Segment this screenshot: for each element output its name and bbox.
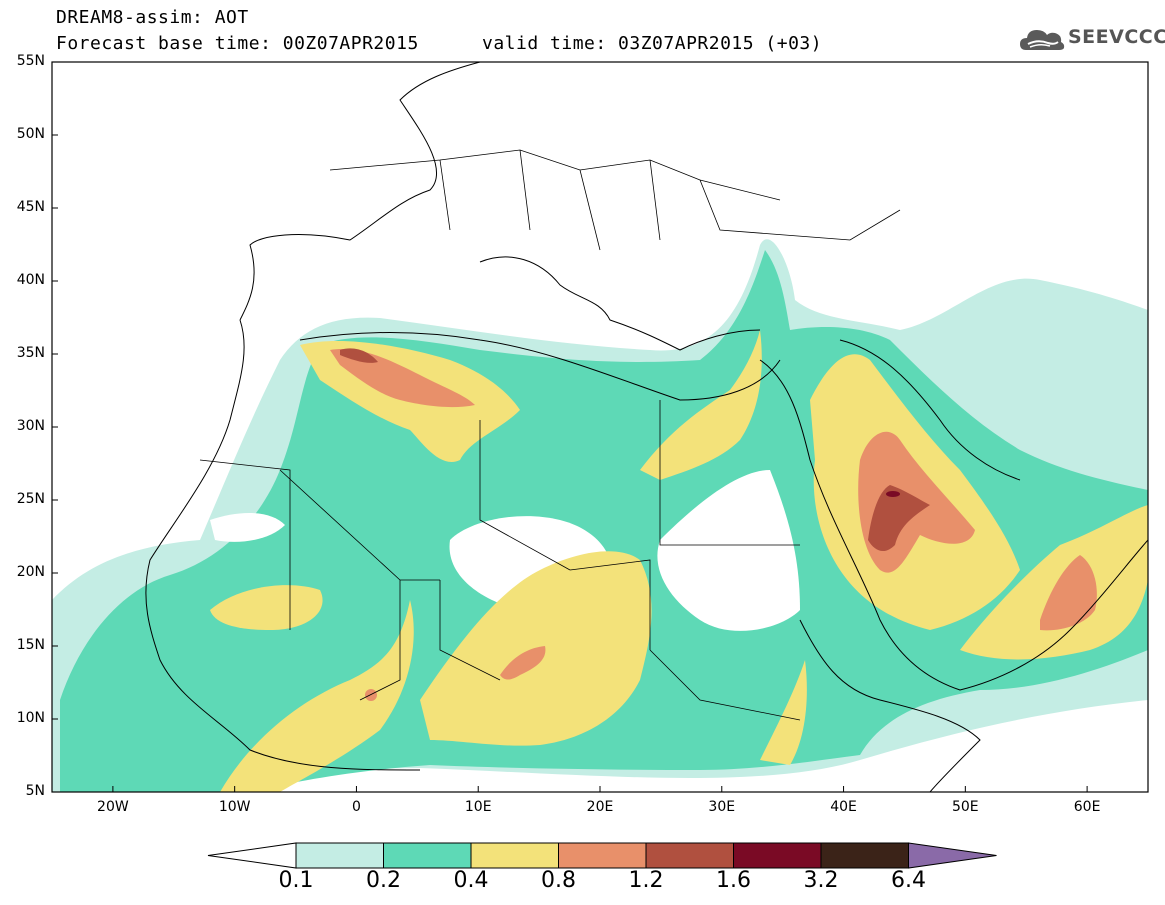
coast-horn <box>799 619 981 792</box>
lat-label: 35N <box>16 345 45 361</box>
lat-label: 55N <box>16 53 45 69</box>
title-line-1: DREAM8-assim: AOT <box>56 7 249 28</box>
lon-label: 30E <box>708 799 736 815</box>
lon-label: 0 <box>351 799 361 815</box>
aot-level-0.8e <box>365 689 377 701</box>
coastlines <box>145 62 1148 792</box>
aot-level-0.4d <box>220 600 414 792</box>
aot-level-1.2b <box>868 485 930 552</box>
cloud-icon <box>1020 30 1065 50</box>
title-line-3: valid time: 03Z07APR2015 (+03) <box>482 33 823 54</box>
coast-arabia <box>759 339 1148 691</box>
colorbar-label: 6.4 <box>891 868 926 893</box>
map-ticks <box>52 61 1088 793</box>
aot-hole-2 <box>657 470 800 631</box>
lon-label: 10W <box>218 799 251 815</box>
colorbar-label: 1.2 <box>628 868 664 893</box>
lat-label: 45N <box>16 199 45 215</box>
lat-label: 20N <box>16 564 45 580</box>
colorbar-label: 0.1 <box>278 868 314 893</box>
lon-label: 20W <box>97 799 129 815</box>
aot-level-0.8 <box>330 349 475 408</box>
lat-label: 5N <box>25 783 45 799</box>
lat-label: 50N <box>16 126 45 142</box>
colorbar-label: 0.8 <box>541 868 576 893</box>
lat-label: 10N <box>16 710 45 726</box>
lon-label: 50E <box>951 799 979 815</box>
lat-label: 15N <box>16 637 45 653</box>
lat-label: 25N <box>16 491 45 507</box>
aot-hole-3 <box>210 513 285 542</box>
aot-level-1.2 <box>340 348 378 363</box>
borders-europe <box>329 149 901 251</box>
lon-label: 10E <box>464 799 492 815</box>
colorbar-label: 1.6 <box>716 868 751 893</box>
lat-label: 30N <box>16 418 45 434</box>
aot-level-0.4e <box>640 330 762 480</box>
aot-map <box>51 61 1149 793</box>
aot-level-0.4g <box>960 505 1148 660</box>
lon-label: 60E <box>1073 799 1101 815</box>
aot-level-0.8c <box>1040 555 1097 631</box>
seevccc-logo: SEEVCCC <box>1018 22 1165 56</box>
logo-text: SEEVCCC <box>1068 26 1165 48</box>
colorbar-label: 0.2 <box>366 868 401 893</box>
borders-africa <box>199 400 801 721</box>
lat-label: 40N <box>16 272 45 288</box>
colorbar-label: 3.2 <box>803 868 839 893</box>
coast-europe <box>239 62 761 351</box>
aot-level-1.6 <box>886 491 900 497</box>
title-line-2: Forecast base time: 00Z07APR2015 <box>56 33 419 54</box>
lon-label: 40E <box>830 799 857 815</box>
colorbar-label: 0.4 <box>453 868 489 893</box>
aot-field <box>52 239 1148 792</box>
aot-level-0.8d <box>500 646 546 680</box>
coast-africa <box>145 319 781 771</box>
aot-level-0.4h <box>760 660 807 765</box>
lon-label: 20E <box>586 799 614 815</box>
aot-level-0.4c <box>210 585 323 630</box>
